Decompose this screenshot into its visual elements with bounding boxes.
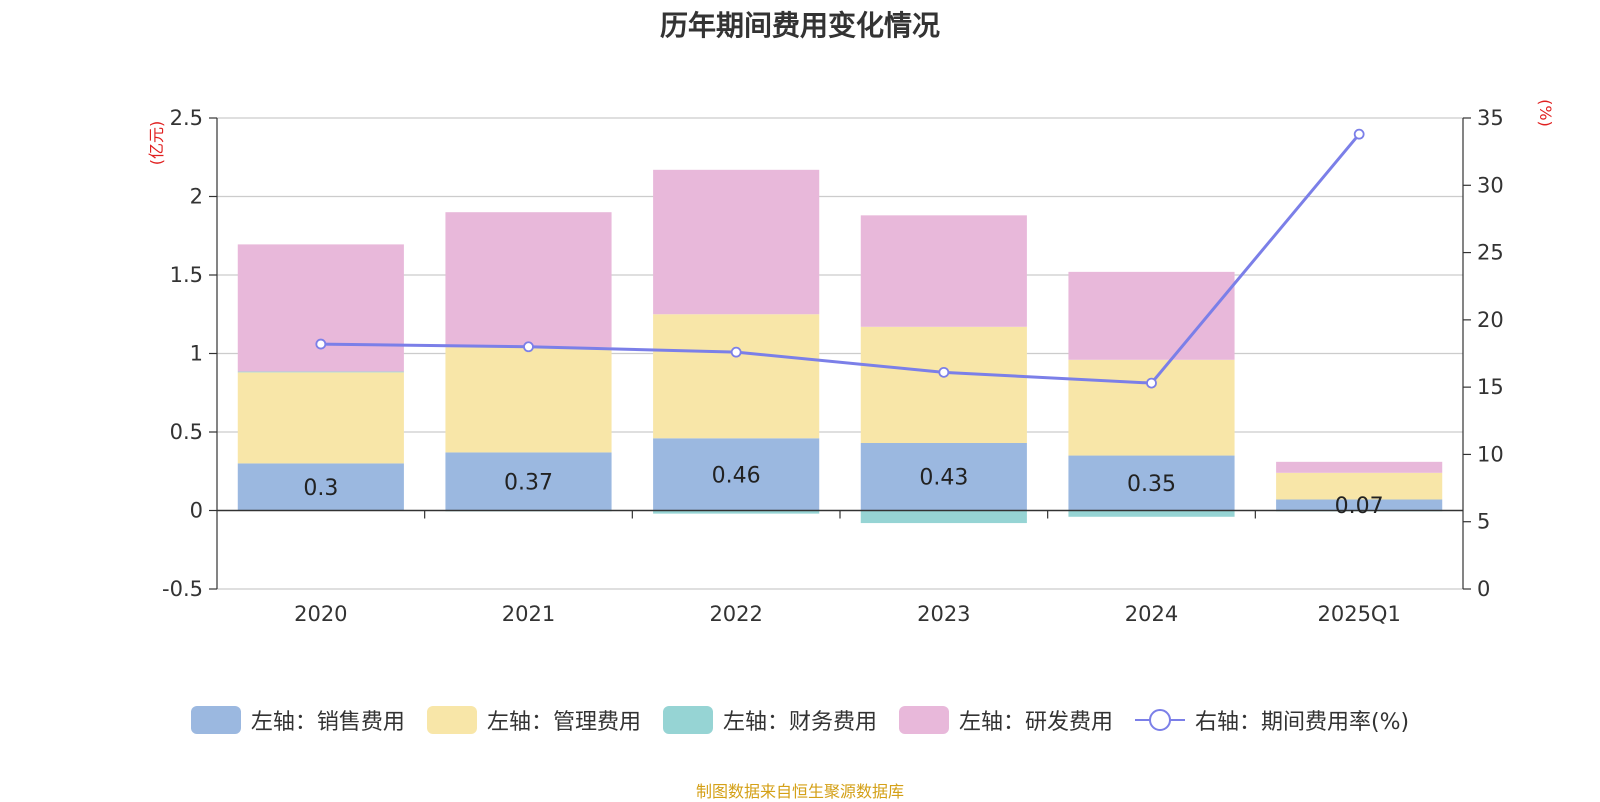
legend-swatch (898, 706, 949, 734)
category-label: 2023 (917, 602, 970, 626)
legend-item[interactable]: 左轴：财务费用 (662, 704, 877, 736)
line-series-layer (315, 128, 1365, 389)
bar-3-2022 (653, 169, 820, 315)
bar-0-2025Q1 (1276, 499, 1443, 511)
legend-item[interactable]: 左轴：管理费用 (426, 704, 641, 736)
line-point-2025Q1 (1353, 128, 1365, 140)
bar-2-2023 (860, 510, 1027, 524)
legend-label: 左轴：研发费用 (958, 710, 1113, 735)
legend-item[interactable]: 右轴：期间费用率(%) (1134, 704, 1410, 736)
line-point-2024 (1146, 377, 1157, 389)
category-label: 2022 (709, 602, 762, 626)
right-axis-tick-label: 30 (1477, 173, 1504, 197)
line-point-2020 (315, 338, 327, 350)
source-note: 制图数据来自恒生聚源数据库 (695, 782, 904, 801)
line-point-2023 (938, 366, 950, 378)
gridlines (217, 117, 1463, 590)
bar-3-2020 (237, 244, 404, 372)
line-point-2021 (523, 341, 534, 353)
left-axis-unit-label: (亿元) (147, 121, 166, 166)
bar-2-2024 (1068, 510, 1235, 517)
right-axis-tick-label: 10 (1477, 442, 1504, 466)
data-label-sales: 0.46 (712, 463, 761, 488)
data-label-sales: 0.35 (1127, 472, 1176, 497)
right-axis-tick-label: 20 (1477, 308, 1504, 332)
left-axis-tick-label: 0 (190, 499, 203, 523)
left-axis-tick-label: -0.5 (162, 577, 203, 601)
axes: -0.5 0 0.5 1 1.5 2 2.5 0 5 10 15 20 25 30 35 (亿元) (%) 202… (147, 99, 1555, 626)
bar-1-2020 (237, 372, 404, 464)
data-label-sales: 0.37 (504, 470, 553, 495)
left-axis-tick-label: 2 (190, 185, 203, 209)
left-axis-tick-label: 1.5 (170, 263, 203, 287)
bar-1-2021 (445, 347, 612, 453)
bar-0-2022 (653, 438, 820, 511)
legend-label: 右轴：期间费用率(%) (1194, 710, 1410, 735)
legend-swatch (190, 706, 241, 734)
right-axis-unit-label: (%) (1536, 99, 1555, 127)
legend: 左轴：销售费用 左轴：管理费用 左轴：财务费用 左轴：研发费用 右轴：期间费用率(%) (0, 704, 1600, 736)
bar-1-2025Q1 (1276, 472, 1443, 500)
bar-3-2025Q1 (1276, 461, 1443, 473)
data-labels: 0.3 0.37 0.46 0.43 0.35 0.07 (303, 463, 1383, 519)
data-label-sales: 0.07 (1335, 494, 1384, 519)
bar-1-2023 (860, 326, 1027, 443)
bar-3-2021 (445, 212, 612, 348)
data-label-sales: 0.43 (919, 466, 968, 491)
bar-layer (237, 169, 1443, 524)
legend-label: 左轴：销售费用 (250, 710, 405, 735)
right-axis-tick-label: 5 (1477, 510, 1490, 534)
legend-swatch (662, 706, 713, 734)
left-axis-tick-label: 2.5 (170, 106, 203, 130)
legend-label: 左轴：管理费用 (486, 710, 641, 735)
line-series-path (320, 133, 1361, 385)
legend-item[interactable]: 左轴：销售费用 (190, 704, 405, 736)
chart-title: 历年期间费用变化情况 (659, 9, 940, 42)
bar-2-2020 (237, 371, 404, 373)
right-axis-tick-label: 0 (1477, 577, 1490, 601)
bar-0-2020 (237, 463, 404, 511)
legend-line-marker (1134, 709, 1185, 731)
bar-2-2022 (653, 510, 820, 514)
category-label: 2020 (294, 602, 347, 626)
line-point-2022 (730, 346, 742, 358)
bar-1-2024 (1068, 359, 1235, 456)
bar-0-2023 (860, 442, 1027, 511)
right-axis-tick-label: 35 (1477, 106, 1504, 130)
bar-0-2024 (1068, 455, 1235, 511)
category-label: 2021 (502, 602, 555, 626)
left-axis-tick-label: 1 (190, 342, 203, 366)
bar-1-2022 (653, 314, 820, 439)
category-label: 2025Q1 (1317, 602, 1400, 626)
legend-swatch (426, 706, 477, 734)
left-axis-tick-label: 0.5 (170, 420, 203, 444)
data-label-sales: 0.3 (303, 476, 338, 501)
legend-item[interactable]: 左轴：研发费用 (898, 704, 1113, 736)
chart-plot: -0.5 0 0.5 1 1.5 2 2.5 0 5 10 15 20 25 30 35 (亿元) (%) 202… (147, 99, 1555, 626)
category-label: 2024 (1125, 602, 1178, 626)
bar-3-2024 (1068, 271, 1235, 360)
bar-0-2021 (445, 452, 612, 511)
right-axis-tick-label: 15 (1477, 375, 1504, 399)
right-axis-tick-label: 25 (1477, 241, 1504, 265)
bar-3-2023 (860, 215, 1027, 327)
legend-label: 左轴：财务费用 (722, 710, 877, 735)
